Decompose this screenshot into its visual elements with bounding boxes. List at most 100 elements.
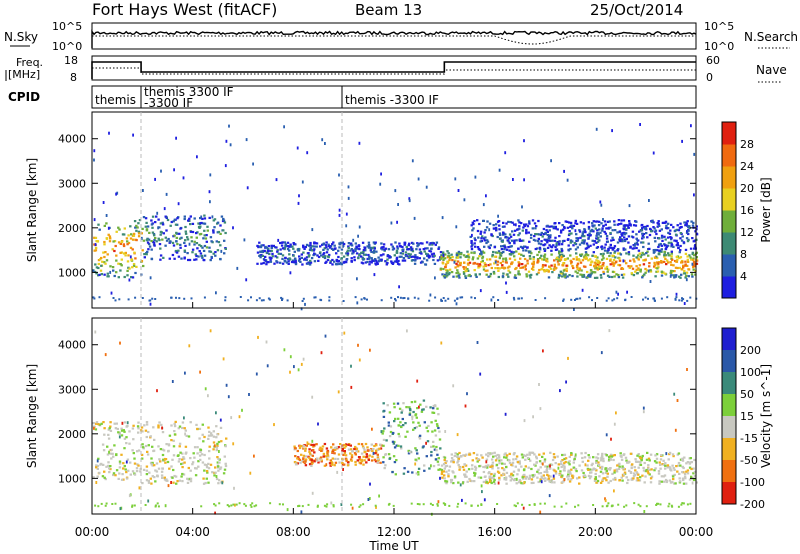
heatmap-cell-velocity bbox=[147, 444, 150, 447]
heatmap-cell-velocity bbox=[488, 480, 492, 483]
heatmap-cell-power bbox=[390, 260, 393, 263]
heatmap-cell-power bbox=[201, 246, 204, 249]
heatmap-cell-velocity bbox=[386, 404, 389, 407]
heatmap-cell-power bbox=[673, 270, 676, 273]
heatmap-cell-power bbox=[180, 236, 183, 239]
heatmap-cell-power bbox=[628, 204, 631, 208]
heatmap-cell-power bbox=[418, 257, 421, 260]
heatmap-cell-power bbox=[602, 224, 605, 227]
heatmap-cell-power bbox=[268, 298, 271, 301]
heatmap-cell-velocity bbox=[664, 462, 667, 465]
heatmap-cell-power bbox=[576, 246, 579, 249]
heatmap-cell-power bbox=[307, 252, 310, 255]
heatmap-cell-velocity bbox=[664, 464, 667, 467]
heatmap-cell-velocity bbox=[415, 416, 418, 419]
heatmap-cell-velocity bbox=[103, 470, 106, 473]
heatmap-cell-velocity bbox=[434, 419, 437, 422]
heatmap-cell-velocity bbox=[648, 459, 651, 462]
heatmap-cell-velocity bbox=[662, 459, 665, 462]
heatmap-cell-velocity bbox=[114, 427, 118, 430]
heatmap-cell-power bbox=[507, 246, 510, 249]
heatmap-cell-power bbox=[637, 267, 640, 270]
heatmap-cell-power bbox=[628, 223, 631, 227]
heatmap-cell-power bbox=[429, 250, 433, 253]
heatmap-cell-power bbox=[680, 239, 684, 242]
heatmap-cell-power bbox=[600, 222, 603, 225]
heatmap-cell-velocity bbox=[666, 464, 670, 467]
heatmap-cell-power bbox=[262, 249, 265, 253]
heatmap-cell-power bbox=[375, 250, 378, 253]
heatmap-cell-power bbox=[162, 232, 165, 235]
heatmap-cell-power bbox=[685, 231, 689, 234]
heatmap-cell-velocity bbox=[110, 457, 113, 460]
heatmap-cell-velocity bbox=[418, 434, 422, 437]
heatmap-cell-power bbox=[92, 296, 95, 299]
heatmap-cell-velocity bbox=[528, 451, 531, 454]
heatmap-cell-power bbox=[616, 297, 619, 300]
heatmap-cell-power bbox=[679, 244, 682, 248]
heatmap-cell-velocity bbox=[315, 443, 318, 446]
heatmap-cell-power bbox=[300, 253, 303, 256]
heatmap-cell-velocity bbox=[181, 458, 184, 461]
heatmap-cell-velocity bbox=[219, 466, 223, 469]
heatmap-cell-power bbox=[521, 229, 524, 232]
heatmap-cell-power bbox=[595, 237, 598, 240]
heatmap-cell-velocity bbox=[478, 465, 481, 468]
heatmap-cell-power bbox=[262, 244, 265, 247]
heatmap-cell-velocity bbox=[517, 481, 521, 484]
heatmap-cell-velocity bbox=[346, 461, 350, 464]
heatmap-cell-power bbox=[692, 268, 695, 271]
heatmap-cell-velocity bbox=[541, 455, 544, 458]
heatmap-cell-power bbox=[334, 263, 338, 266]
heatmap-cell-power bbox=[635, 246, 638, 250]
heatmap-cell-power bbox=[617, 276, 621, 279]
heatmap-cell-velocity bbox=[400, 425, 403, 429]
heatmap-cell-power bbox=[294, 257, 297, 261]
heatmap-cell-power bbox=[640, 241, 643, 244]
heatmap-cell-power bbox=[505, 290, 508, 294]
heatmap-cell-velocity bbox=[688, 478, 692, 481]
heatmap-cell-velocity bbox=[668, 451, 672, 454]
heatmap-cell-velocity bbox=[141, 482, 144, 485]
heatmap-cell-velocity bbox=[144, 504, 147, 506]
heatmap-cell-velocity bbox=[587, 468, 590, 471]
heatmap-cell-power bbox=[441, 256, 444, 259]
heatmap-cell-power bbox=[407, 297, 410, 300]
heatmap-cell-power bbox=[596, 246, 600, 249]
heatmap-cell-power bbox=[311, 245, 314, 248]
heatmap-cell-velocity bbox=[629, 452, 633, 455]
heatmap-cell-power bbox=[525, 249, 528, 252]
heatmap-cell-power bbox=[198, 250, 201, 253]
heatmap-cell-velocity bbox=[615, 470, 619, 473]
heatmap-cell-power bbox=[476, 262, 479, 265]
heatmap-cell-power bbox=[512, 233, 516, 236]
heatmap-cell-velocity bbox=[659, 503, 662, 506]
heatmap-cell-power bbox=[645, 252, 648, 255]
heatmap-cell-velocity bbox=[187, 466, 190, 470]
heatmap-cell-power bbox=[612, 247, 616, 250]
heatmap-cell-power bbox=[109, 265, 112, 268]
heatmap-cell-velocity bbox=[563, 457, 566, 461]
heatmap-cell-power bbox=[146, 225, 150, 228]
heatmap-cell-power bbox=[99, 269, 103, 272]
heatmap-cell-power bbox=[613, 220, 616, 223]
heatmap-cell-power bbox=[637, 249, 641, 252]
heatmap-cell-power bbox=[668, 232, 672, 235]
heatmap-cell-power bbox=[459, 263, 462, 267]
heatmap-cell-velocity bbox=[341, 448, 344, 451]
heatmap-cell-velocity bbox=[373, 458, 377, 461]
heatmap-cell-velocity bbox=[311, 395, 314, 399]
heatmap-cell-velocity bbox=[382, 438, 386, 441]
heatmap-cell-velocity bbox=[133, 462, 137, 465]
heatmap-cell-velocity bbox=[383, 467, 386, 470]
heatmap-cell-power bbox=[298, 258, 301, 261]
heatmap-cell-power bbox=[463, 267, 466, 270]
heatmap-cell-power bbox=[333, 260, 336, 263]
heatmap-cell-power bbox=[99, 258, 102, 261]
heatmap-cell-velocity bbox=[374, 504, 377, 507]
heatmap-cell-power bbox=[337, 249, 340, 252]
heatmap-cell-velocity bbox=[565, 502, 568, 505]
heatmap-cell-velocity bbox=[175, 482, 178, 485]
heatmap-cell-velocity bbox=[551, 458, 555, 462]
heatmap-cell-power bbox=[620, 273, 624, 276]
